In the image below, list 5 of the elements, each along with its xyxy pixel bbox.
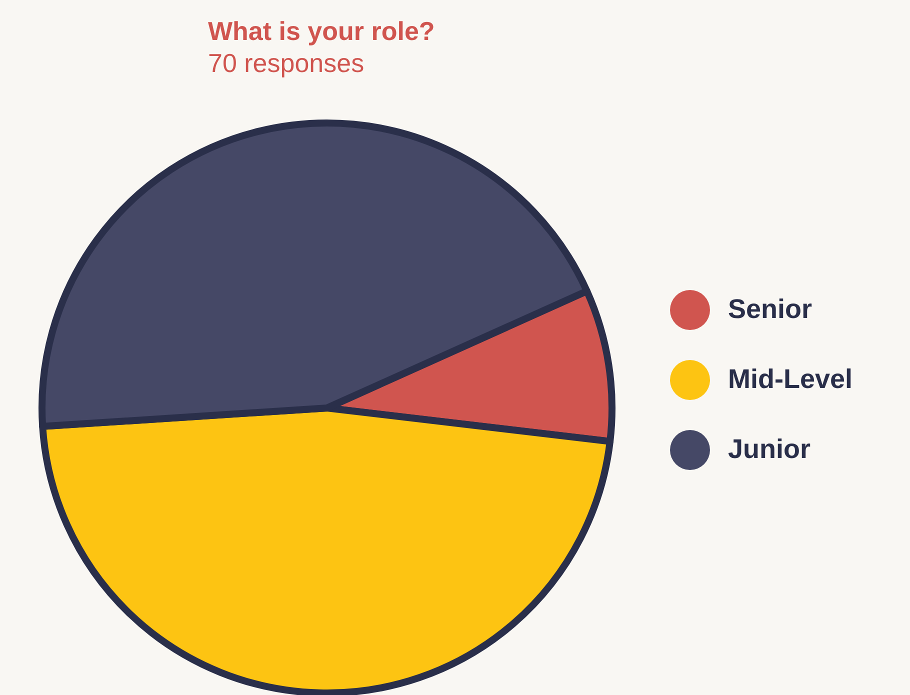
chart-title: What is your role? — [208, 16, 435, 46]
legend-label: Junior — [728, 434, 811, 464]
chart-subtitle: 70 responses — [208, 48, 364, 78]
legend-label: Mid-Level — [728, 364, 853, 394]
legend-label: Senior — [728, 294, 813, 324]
